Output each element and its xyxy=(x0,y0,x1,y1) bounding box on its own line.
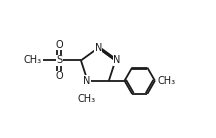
Text: N: N xyxy=(83,76,90,86)
Text: N: N xyxy=(95,43,102,53)
Text: CH₃: CH₃ xyxy=(78,94,96,104)
Text: S: S xyxy=(56,55,62,65)
Text: O: O xyxy=(56,40,63,50)
Text: O: O xyxy=(56,71,63,81)
Text: CH₃: CH₃ xyxy=(157,76,175,86)
Text: N: N xyxy=(113,55,121,65)
Text: CH₃: CH₃ xyxy=(24,55,42,65)
